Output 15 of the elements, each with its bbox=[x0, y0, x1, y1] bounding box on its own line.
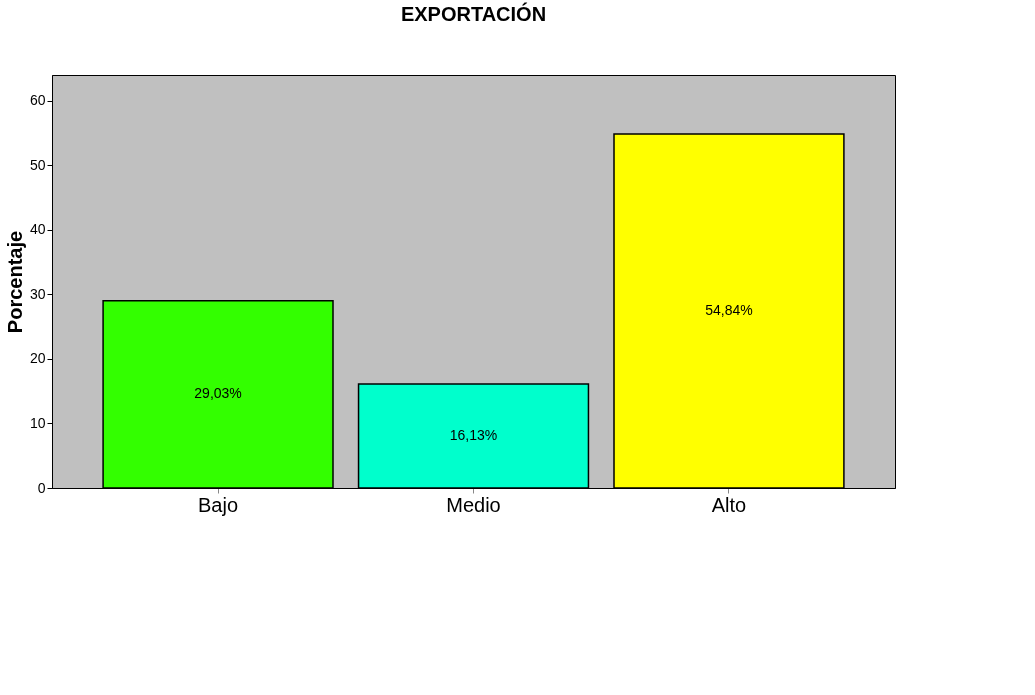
x-tick-label: Alto bbox=[711, 493, 747, 516]
y-axis-title: Porcentaje bbox=[3, 230, 26, 334]
y-tick-label: 50 bbox=[29, 156, 46, 173]
y-tick-label: 20 bbox=[29, 350, 46, 367]
y-tick-label: 0 bbox=[37, 479, 46, 496]
y-tick-label: 40 bbox=[29, 221, 46, 238]
x-tick-label: Medio bbox=[446, 493, 501, 516]
y-tick-label: 30 bbox=[29, 285, 46, 302]
y-tick-label: 10 bbox=[29, 414, 46, 431]
chart-title: EXPORTACIÓN bbox=[400, 2, 547, 25]
x-tick-label: Bajo bbox=[198, 493, 239, 516]
y-tick-label: 60 bbox=[29, 92, 46, 109]
data-label: 54,84% bbox=[705, 302, 753, 319]
data-label: 29,03% bbox=[194, 385, 242, 402]
data-label: 16,13% bbox=[449, 426, 498, 443]
